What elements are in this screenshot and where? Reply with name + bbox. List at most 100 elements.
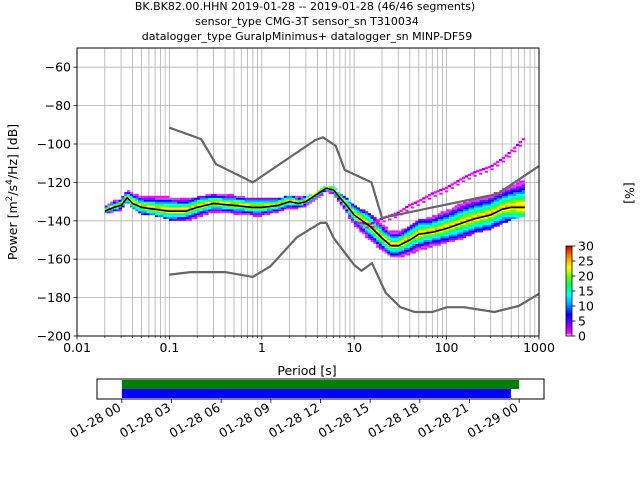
psd-cell: [465, 226, 470, 229]
psd-cell: [507, 199, 511, 202]
psd-outlier-cell: [393, 216, 398, 219]
psd-cell: [121, 203, 125, 206]
psd-outlier-cell: [501, 156, 506, 160]
psd-cell: [516, 197, 520, 200]
psd-cell: [521, 180, 525, 183]
psd-cell: [418, 241, 422, 244]
psd-cell: [516, 182, 520, 185]
colorbar-tick-label: 0: [578, 329, 586, 344]
psd-cell: [370, 224, 374, 227]
psd-cell: [488, 216, 492, 219]
psd-cell: [499, 203, 503, 206]
psd-cell: [488, 201, 492, 204]
psd-cell: [157, 199, 162, 202]
psd-cell: [468, 203, 472, 206]
psd-cell: [174, 201, 178, 204]
psd-cell: [356, 207, 360, 210]
psd-cell: [350, 215, 355, 218]
psd-cell: [395, 241, 400, 244]
psd-cell: [392, 234, 397, 237]
psd-cell: [387, 241, 391, 244]
psd-cell: [294, 207, 299, 210]
psd-cell: [502, 203, 506, 206]
x-tick-label: 10: [346, 340, 362, 355]
psd-cell: [409, 241, 414, 244]
psd-cell: [387, 251, 391, 254]
psd-cell: [443, 220, 447, 223]
psd-cell: [196, 195, 201, 198]
psd-cell: [180, 199, 184, 202]
psd-cell: [398, 230, 402, 233]
colorbar-tick-label: 15: [578, 284, 594, 299]
psd-cell: [423, 236, 428, 239]
psd-cell: [127, 192, 131, 195]
psd-cell: [356, 226, 360, 229]
psd-cell: [465, 205, 470, 208]
psd-cell: [370, 216, 374, 219]
psd-cell: [339, 199, 344, 202]
psd-cell: [216, 199, 220, 202]
psd-cell: [306, 203, 310, 206]
psd-cell: [269, 211, 274, 214]
psd-cell: [213, 209, 218, 212]
psd-cell: [381, 247, 386, 250]
psd-cell: [409, 247, 414, 250]
psd-cell: [499, 193, 503, 196]
psd-cell: [152, 213, 156, 216]
psd-cell: [504, 218, 509, 221]
psd-cell: [437, 228, 442, 231]
psd-cell: [272, 211, 276, 214]
psd-cell: [510, 207, 514, 210]
psd-cell: [387, 240, 391, 243]
psd-cell: [513, 184, 517, 187]
psd-cell: [219, 195, 223, 198]
psd-cell: [415, 230, 419, 233]
psd-cell: [233, 211, 237, 214]
psd-cell: [418, 247, 422, 250]
x-tick-label: 1: [258, 340, 266, 355]
psd-cell: [460, 236, 464, 239]
psd-cell: [196, 199, 201, 202]
psd-cell: [146, 197, 150, 200]
psd-cell: [404, 253, 408, 256]
psd-cell: [443, 224, 447, 227]
psd-cell: [160, 199, 164, 202]
psd-cell: [518, 195, 523, 198]
psd-cell: [118, 205, 122, 208]
psd-cell: [331, 186, 335, 189]
psd-cell: [303, 197, 307, 200]
psd-cell: [446, 215, 450, 218]
psd-cell: [378, 238, 383, 241]
psd-cell: [488, 218, 492, 221]
psd-cell: [269, 203, 274, 206]
psd-cell: [163, 213, 167, 216]
psd-cell: [250, 199, 254, 202]
psd-cell: [258, 213, 262, 216]
psd-cell: [376, 226, 380, 229]
psd-cell: [499, 199, 503, 202]
psd-cell: [210, 199, 215, 202]
psd-cell: [384, 247, 388, 250]
psd-cell: [297, 197, 302, 200]
psd-cell: [216, 207, 220, 210]
psd-cell: [521, 201, 525, 204]
psd-outlier-cell: [368, 223, 372, 226]
title-line-1: BK.BK82.00.HHN 2019-01-28 -- 2019-01-28 …: [135, 0, 475, 13]
psd-cell: [373, 234, 377, 237]
psd-cell: [418, 228, 422, 231]
psd-cell: [406, 228, 411, 231]
psd-cell: [370, 228, 374, 231]
psd-cell: [224, 201, 229, 204]
psd-cell: [278, 207, 282, 210]
psd-cell: [275, 205, 279, 208]
psd-cell: [429, 236, 433, 239]
psd-cell: [255, 209, 260, 212]
psd-cell: [348, 215, 352, 218]
psd-cell: [513, 201, 517, 204]
psd-cell: [476, 228, 481, 231]
psd-outlier-cell: [510, 149, 514, 152]
psd-cell: [493, 218, 497, 221]
psd-cell: [127, 199, 131, 202]
psd-cell: [418, 240, 422, 243]
y-tick-label: −200: [37, 329, 71, 344]
